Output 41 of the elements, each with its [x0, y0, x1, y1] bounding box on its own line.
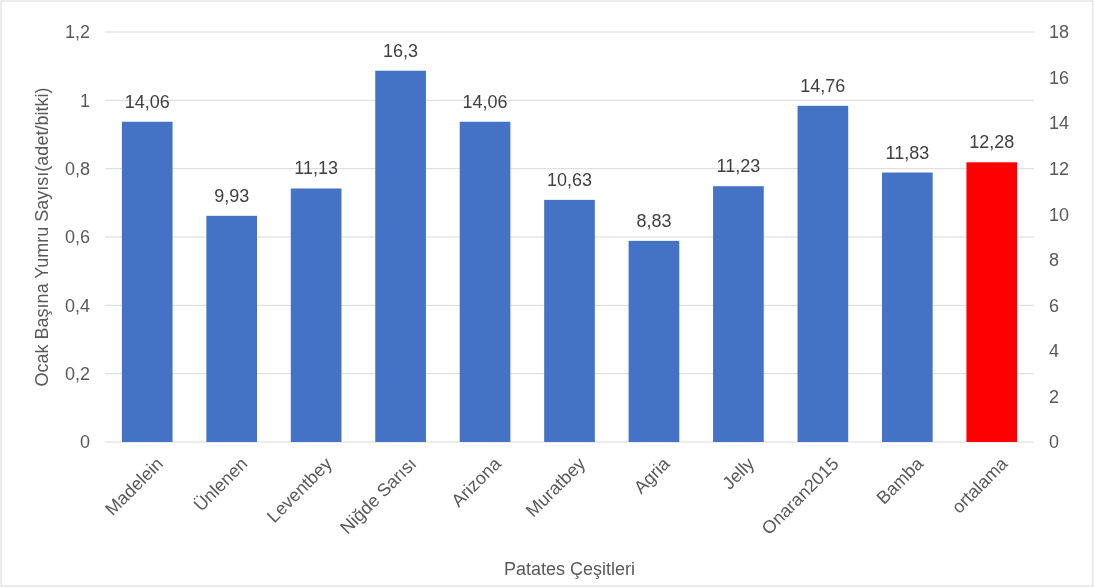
- y2-tick-label: 2: [1049, 386, 1060, 407]
- data-label: 11,83: [885, 142, 930, 163]
- y2-tick-label: 16: [1049, 67, 1070, 88]
- bar: [881, 172, 933, 442]
- bar: [206, 215, 258, 442]
- bar: [121, 121, 173, 442]
- y-tick-label: 0,4: [64, 295, 90, 316]
- bar: [628, 240, 680, 442]
- data-label: 9,93: [214, 185, 250, 206]
- data-label: 12,28: [969, 132, 1015, 153]
- y2-tick-label: 10: [1049, 204, 1070, 225]
- data-label: 11,23: [716, 156, 761, 177]
- y2-tick-label: 4: [1049, 341, 1060, 362]
- y-axis-title: Ocak Başına Yumru Sayısı(adet/bitki): [32, 87, 52, 387]
- data-label: 16,3: [383, 40, 419, 61]
- y-tick-label: 1: [79, 90, 90, 111]
- y-tick-label: 1,2: [64, 22, 90, 43]
- data-label: 14,06: [462, 91, 508, 112]
- bar: [375, 70, 426, 442]
- bar: [459, 121, 511, 442]
- y-tick-label: 0: [79, 432, 90, 453]
- y-tick-label: 0,2: [64, 363, 90, 384]
- data-label: 11,13: [294, 158, 338, 179]
- data-label: 14,06: [124, 91, 170, 112]
- y2-tick-label: 6: [1049, 295, 1060, 316]
- y2-tick-label: 14: [1049, 113, 1070, 134]
- bar: [966, 162, 1018, 442]
- bar: [544, 199, 595, 442]
- y2-tick-label: 12: [1049, 158, 1070, 179]
- y2-tick-label: 18: [1049, 22, 1070, 43]
- bar: [713, 186, 764, 442]
- y-tick-label: 0,8: [64, 158, 90, 179]
- y2-tick-label: 0: [1049, 432, 1060, 453]
- data-label: 10,63: [546, 169, 593, 190]
- y2-tick-label: 8: [1049, 250, 1060, 271]
- y-tick-label: 0,6: [64, 227, 90, 248]
- bar: [290, 188, 342, 442]
- data-label: 14,76: [800, 75, 846, 96]
- data-label: 8,83: [636, 210, 672, 231]
- x-axis-title: Patates Çeşitleri: [503, 559, 636, 579]
- bar: [797, 105, 849, 442]
